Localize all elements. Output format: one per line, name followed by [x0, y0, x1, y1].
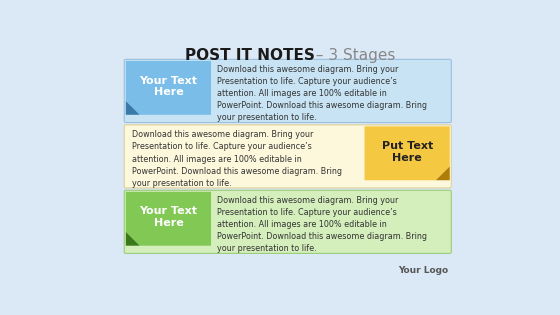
- Text: – 3 Stages: – 3 Stages: [311, 48, 395, 63]
- Polygon shape: [126, 101, 140, 115]
- FancyBboxPatch shape: [124, 59, 451, 123]
- Polygon shape: [126, 192, 211, 246]
- Polygon shape: [126, 61, 211, 115]
- Text: Download this awesome diagram. Bring your
Presentation to life. Capture your aud: Download this awesome diagram. Bring you…: [217, 196, 427, 253]
- Polygon shape: [365, 126, 450, 180]
- Text: POST IT NOTES: POST IT NOTES: [185, 48, 315, 63]
- Text: Your Text
Here: Your Text Here: [139, 206, 198, 228]
- Text: Download this awesome diagram. Bring your
Presentation to life. Capture your aud: Download this awesome diagram. Bring you…: [132, 130, 342, 188]
- Text: Put Text
Here: Put Text Here: [381, 141, 433, 163]
- Polygon shape: [126, 232, 140, 246]
- Polygon shape: [436, 166, 450, 180]
- FancyBboxPatch shape: [124, 125, 451, 188]
- Text: Your Logo: Your Logo: [398, 266, 448, 275]
- Text: Download this awesome diagram. Bring your
Presentation to life. Capture your aud: Download this awesome diagram. Bring you…: [217, 65, 427, 122]
- FancyBboxPatch shape: [124, 190, 451, 253]
- Text: Your Text
Here: Your Text Here: [139, 76, 198, 97]
